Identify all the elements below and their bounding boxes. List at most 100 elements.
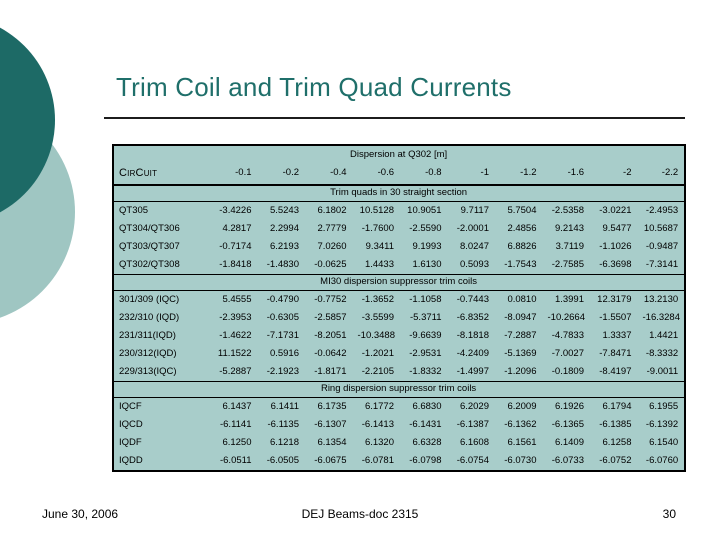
current-value-cell: -1.7543: [504, 258, 537, 270]
current-value-cell: 5.7504: [507, 204, 537, 216]
page-title: Trim Coil and Trim Quad Currents: [116, 72, 512, 102]
current-value-cell: 6.2029: [459, 400, 489, 412]
current-value-cell: -6.1392: [645, 418, 679, 430]
current-value-cell: -1.2096: [504, 365, 537, 377]
current-value-cell: 6.1411: [270, 400, 299, 412]
current-value-cell: -6.1431: [409, 418, 442, 430]
current-value-cell: -8.0947: [504, 311, 537, 323]
current-value-cell: -6.1362: [504, 418, 537, 430]
circuit-label: IQDF: [119, 436, 142, 448]
current-value-cell: -6.0781: [361, 454, 394, 466]
circuit-label: IQCF: [119, 400, 142, 412]
current-value-cell: -0.4790: [266, 293, 299, 305]
current-value-cell: 6.8826: [507, 240, 537, 252]
current-value-cell: 6.1608: [459, 436, 489, 448]
current-value-cell: -3.4226: [219, 204, 252, 216]
current-value-cell: -1.7600: [361, 222, 394, 234]
current-value-cell: -7.1731: [266, 329, 299, 341]
dispersion-column-header: -0.4: [305, 163, 353, 186]
circuit-label: QT305: [119, 204, 149, 216]
circuit-label: QT303/QT307: [119, 240, 180, 252]
current-value-cell: -1.1026: [599, 240, 632, 252]
current-value-cell: 10.9051: [407, 204, 442, 216]
current-value-cell: 2.2994: [269, 222, 299, 234]
current-value-cell: 12.3179: [597, 293, 632, 305]
current-value-cell: -1.8418: [219, 258, 252, 270]
dispersion-column-header: -1.6: [542, 163, 590, 186]
table-row: QT302/QT308 -1.8418 -1.4830 -0.0625 1.4433 1.…: [113, 256, 685, 275]
table-row: 232/310 (IQD) -2.3953 -0.6305 -2.5857 -3.559…: [113, 309, 685, 327]
current-value-cell: -1.1058: [409, 293, 442, 305]
current-value-cell: 6.2009: [507, 400, 537, 412]
current-value-cell: -1.8171: [314, 365, 347, 377]
current-value-cell: 6.1354: [317, 436, 347, 448]
table-row: QT303/QT307 -0.7174 6.2193 7.0260 9.3411 9.19…: [113, 238, 685, 256]
current-value-cell: 6.1735: [317, 400, 347, 412]
current-value-cell: 1.3991: [554, 293, 584, 305]
table-title-row: Dispersion at Q302 [m]: [113, 145, 685, 163]
circuit-header: CirCuit: [113, 163, 210, 186]
footer-date: June 30, 2006: [42, 507, 119, 521]
table-row: 301/309 (IQC) 5.4555 -0.4790 -0.7752 -1.3652…: [113, 291, 685, 310]
table-row: QT305 -3.4226 5.5243 6.1802 10.5128 10.9051 9.…: [113, 202, 685, 221]
current-value-cell: 6.2193: [269, 240, 299, 252]
current-value-cell: 9.2143: [554, 222, 584, 234]
current-value-cell: 6.1218: [269, 436, 299, 448]
current-value-cell: -6.0798: [409, 454, 442, 466]
current-value-cell: -4.7833: [551, 329, 584, 341]
circuit-label: QT302/QT308: [119, 258, 180, 270]
current-value-cell: 5.4555: [222, 293, 252, 305]
section-header-row: Trim quads in 30 straight section: [113, 184, 686, 202]
current-value-cell: 10.5687: [643, 222, 679, 234]
current-value-cell: -6.0760: [645, 454, 679, 466]
current-value-cell: -2.9531: [409, 347, 442, 359]
current-value-cell: -1.2021: [361, 347, 394, 359]
current-value-cell: 6.6830: [412, 400, 442, 412]
column-header-row: CirCuit -0.1 -0.2 -0.4 -0.6 -0.8 -1 -1.2 -1.6 -2-…: [113, 163, 686, 186]
circuit-label: 232/310 (IQD): [119, 311, 180, 323]
circuit-label: IQDD: [119, 454, 143, 466]
section-header: Trim quads in 30 straight section: [113, 184, 686, 202]
current-value-cell: -6.0752: [599, 454, 632, 466]
current-value-cell: 0.5916: [269, 347, 299, 359]
dispersion-column-header: -0.2: [257, 163, 305, 186]
dispersion-column-header: -1.2: [495, 163, 543, 186]
current-value-cell: 5.5243: [269, 204, 299, 216]
current-value-cell: -6.8352: [456, 311, 489, 323]
current-value-cell: 6.1320: [364, 436, 394, 448]
current-value-cell: -6.0675: [314, 454, 347, 466]
current-value-cell: -6.1413: [361, 418, 394, 430]
current-value-cell: -2.0001: [456, 222, 489, 234]
current-value-cell: -1.4997: [456, 365, 489, 377]
current-value-cell: -5.3711: [409, 311, 442, 323]
table-row: IQDD -6.0511 -6.0505 -6.0675 -6.0781 -6.0798 -…: [113, 452, 685, 471]
current-value-cell: -6.1307: [314, 418, 347, 430]
current-value-cell: -6.1385: [599, 418, 632, 430]
current-value-cell: -0.7752: [314, 293, 347, 305]
current-value-cell: 9.7117: [460, 204, 489, 216]
section-header-row: Ring dispersion suppressor trim coils: [113, 381, 686, 398]
current-value-cell: -2.5358: [551, 204, 584, 216]
current-value-cell: 4.2817: [222, 222, 252, 234]
dispersion-column-header: -0.6: [352, 163, 400, 186]
slide-number: 30: [662, 507, 676, 521]
dispersion-column-header: -2: [590, 163, 638, 186]
circuit-label: 231/311(IQD): [119, 329, 176, 341]
current-value-cell: -8.4197: [599, 365, 632, 377]
current-value-cell: -0.0642: [314, 347, 347, 359]
current-value-cell: 2.7779: [317, 222, 347, 234]
current-value-cell: -8.3332: [645, 347, 679, 359]
current-value-cell: -2.5590: [409, 222, 442, 234]
current-value-cell: -2.4953: [645, 204, 679, 216]
current-value-cell: -5.1369: [504, 347, 537, 359]
current-value-cell: -3.5599: [361, 311, 394, 323]
currents-table-wrap: Dispersion at Q302 [m] CirCuit -0.1 -0.2 -0.…: [112, 144, 687, 472]
current-value-cell: 6.1258: [602, 436, 632, 448]
current-value-cell: 13.2130: [643, 293, 679, 305]
current-value-cell: 6.1409: [554, 436, 584, 448]
current-value-cell: 6.1540: [649, 436, 679, 448]
current-value-cell: 6.1772: [364, 400, 394, 412]
current-value-cell: -7.3141: [645, 258, 679, 270]
current-value-cell: 6.1926: [554, 400, 584, 412]
